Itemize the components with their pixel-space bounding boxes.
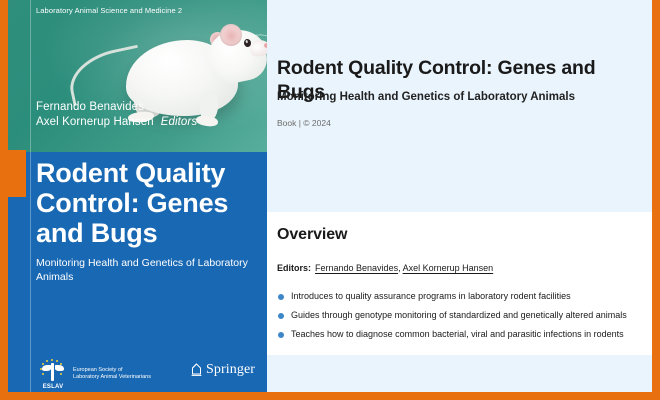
eslav-emblem-icon: ESLAV xyxy=(38,358,68,390)
eslav-logo: ESLAV European Society of Laboratory Ani… xyxy=(38,358,151,390)
editors-label: Editors: xyxy=(277,263,312,273)
laboratory-rat-illustration xyxy=(63,18,267,146)
editor-link-1[interactable]: Fernando Benavides xyxy=(315,263,399,273)
panel-footer-band xyxy=(267,355,652,392)
overview-bullet-list: Introduces to quality assurance programs… xyxy=(277,290,645,347)
page-title: Rodent Quality Control: Genes and Bugs xyxy=(277,57,596,103)
cover-title: Rodent Quality Control: Genes and Bugs xyxy=(36,158,229,248)
cover-subtitle: Monitoring Health and Genetics of Labora… xyxy=(36,257,248,283)
editors-row: Editors: Fernando Benavides, Axel Korneru… xyxy=(277,263,493,273)
eslav-acronym: ESLAV xyxy=(42,384,64,390)
springer-logo: Springer xyxy=(190,362,255,378)
orange-accent-block xyxy=(0,150,26,197)
list-item: Teaches how to diagnose common bacterial… xyxy=(277,328,645,340)
book-cover[interactable]: Laboratory Animal Science and Medicine 2… xyxy=(8,0,267,392)
list-item: Guides through genotype monitoring of st… xyxy=(277,309,645,321)
cover-title-panel xyxy=(8,152,267,392)
eslav-society-name: European Society of Laboratory Animal Ve… xyxy=(73,367,151,380)
cover-spine-line xyxy=(30,0,31,392)
overview-heading: Overview xyxy=(277,226,348,243)
springer-wordmark: Springer xyxy=(206,362,256,377)
editors-separator: , xyxy=(398,263,401,273)
publication-meta: Book | © 2024 xyxy=(277,118,331,128)
list-item: Introduces to quality assurance programs… xyxy=(277,290,645,302)
cover-editor-1: Fernando Benavides xyxy=(36,101,144,113)
cover-editors-word: Editors xyxy=(160,116,198,128)
panel-header-band xyxy=(267,0,652,212)
springer-knight-icon xyxy=(190,363,203,377)
editor-link-2[interactable]: Axel Kornerup Hansen xyxy=(402,263,494,273)
cover-series-label: Laboratory Animal Science and Medicine 2 xyxy=(36,6,183,15)
book-info-panel: Rodent Quality Control: Genes and Bugs M… xyxy=(267,0,652,392)
cover-editor-2: Axel Kornerup Hansen xyxy=(36,116,154,128)
cover-editors: Fernando Benavides Axel Kornerup Hansen E… xyxy=(36,100,197,130)
page-subtitle: Monitoring Health and Genetics of Labora… xyxy=(277,91,575,103)
